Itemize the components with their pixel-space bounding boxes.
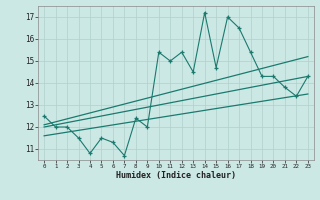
X-axis label: Humidex (Indice chaleur): Humidex (Indice chaleur) — [116, 171, 236, 180]
